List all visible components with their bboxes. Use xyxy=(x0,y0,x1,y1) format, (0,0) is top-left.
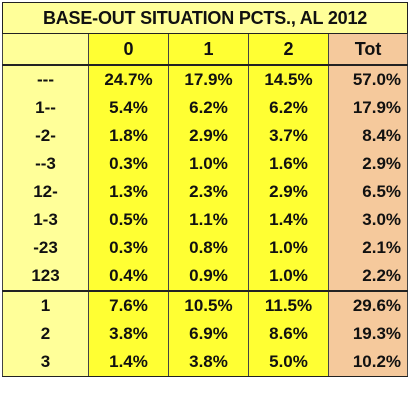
base-state-row: -23 0.3% 0.8% 1.0% 2.1% xyxy=(2,234,409,262)
base-state-row: 123 0.4% 0.9% 1.0% 2.2% xyxy=(2,262,409,292)
value-cell-outs-0: 7.6% xyxy=(88,290,169,320)
row-label: 123 xyxy=(2,262,89,292)
value-cell-outs-2: 1.4% xyxy=(248,206,329,234)
base-state-row: 1-3 0.5% 1.1% 1.4% 3.0% xyxy=(2,206,409,234)
row-label: 1-3 xyxy=(2,206,89,234)
table-title: BASE-OUT SITUATION PCTS., AL 2012 xyxy=(1,2,409,34)
value-cell-outs-2: 8.6% xyxy=(248,320,329,348)
total-cell: 10.2% xyxy=(327,348,409,377)
row-label: 2 xyxy=(2,320,89,348)
value-cell-outs-1: 2.3% xyxy=(168,178,249,206)
base-state-row: -2- 1.8% 2.9% 3.7% 8.4% xyxy=(2,122,409,150)
value-cell-outs-0: 0.5% xyxy=(88,206,169,234)
value-cell-outs-2: 14.5% xyxy=(248,64,329,94)
value-cell-outs-2: 1.6% xyxy=(248,150,329,178)
value-cell-outs-2: 1.0% xyxy=(248,234,329,262)
value-cell-outs-1: 0.8% xyxy=(168,234,249,262)
value-cell-outs-2: 1.0% xyxy=(248,262,329,292)
row-label: 1 xyxy=(2,290,89,320)
base-state-row: --- 24.7% 17.9% 14.5% 57.0% xyxy=(2,64,409,94)
row-label: 1-- xyxy=(2,94,89,122)
base-state-row: --3 0.3% 1.0% 1.6% 2.9% xyxy=(2,150,409,178)
base-occupied-row: 1 7.6% 10.5% 11.5% 29.6% xyxy=(2,290,409,320)
base-occupied-row: 3 1.4% 3.8% 5.0% 10.2% xyxy=(2,348,409,377)
row-label: -2- xyxy=(2,122,89,150)
total-cell: 6.5% xyxy=(327,178,409,206)
value-cell-outs-1: 0.9% xyxy=(168,262,249,292)
value-cell-outs-2: 2.9% xyxy=(248,178,329,206)
value-cell-outs-2: 3.7% xyxy=(248,122,329,150)
row-label: --3 xyxy=(2,150,89,178)
value-cell-outs-1: 10.5% xyxy=(168,290,249,320)
total-cell: 19.3% xyxy=(327,320,409,348)
total-cell: 17.9% xyxy=(327,94,409,122)
total-cell: 3.0% xyxy=(327,206,409,234)
value-cell-outs-1: 3.8% xyxy=(168,348,249,377)
value-cell-outs-0: 1.3% xyxy=(88,178,169,206)
row-label: -23 xyxy=(2,234,89,262)
base-state-row: 1-- 5.4% 6.2% 6.2% 17.9% xyxy=(2,94,409,122)
total-cell: 2.2% xyxy=(327,262,409,292)
total-cell: 2.9% xyxy=(327,150,409,178)
total-cell: 8.4% xyxy=(327,122,409,150)
value-cell-outs-2: 5.0% xyxy=(248,348,329,377)
value-cell-outs-1: 1.0% xyxy=(168,150,249,178)
header-total: Tot xyxy=(327,33,409,66)
value-cell-outs-1: 2.9% xyxy=(168,122,249,150)
value-cell-outs-2: 11.5% xyxy=(248,290,329,320)
header-corner xyxy=(2,33,89,66)
base-out-table: BASE-OUT SITUATION PCTS., AL 2012 0 1 2 … xyxy=(1,2,409,377)
header-outs-2: 2 xyxy=(248,33,329,66)
value-cell-outs-0: 1.4% xyxy=(88,348,169,377)
total-cell: 2.1% xyxy=(327,234,409,262)
value-cell-outs-2: 6.2% xyxy=(248,94,329,122)
header-outs-0: 0 xyxy=(88,33,169,66)
row-label: 12- xyxy=(2,178,89,206)
total-cell: 29.6% xyxy=(327,290,409,320)
base-state-row: 12- 1.3% 2.3% 2.9% 6.5% xyxy=(2,178,409,206)
value-cell-outs-0: 0.3% xyxy=(88,234,169,262)
row-label: 3 xyxy=(2,348,89,377)
value-cell-outs-0: 0.3% xyxy=(88,150,169,178)
value-cell-outs-0: 24.7% xyxy=(88,64,169,94)
value-cell-outs-1: 6.2% xyxy=(168,94,249,122)
value-cell-outs-1: 17.9% xyxy=(168,64,249,94)
row-label: --- xyxy=(2,64,89,94)
header-outs-1: 1 xyxy=(168,33,249,66)
header-row: 0 1 2 Tot xyxy=(2,33,409,66)
value-cell-outs-0: 1.8% xyxy=(88,122,169,150)
total-cell: 57.0% xyxy=(327,64,409,94)
value-cell-outs-1: 6.9% xyxy=(168,320,249,348)
value-cell-outs-0: 3.8% xyxy=(88,320,169,348)
value-cell-outs-0: 5.4% xyxy=(88,94,169,122)
base-occupied-row: 2 3.8% 6.9% 8.6% 19.3% xyxy=(2,320,409,348)
value-cell-outs-0: 0.4% xyxy=(88,262,169,292)
value-cell-outs-1: 1.1% xyxy=(168,206,249,234)
